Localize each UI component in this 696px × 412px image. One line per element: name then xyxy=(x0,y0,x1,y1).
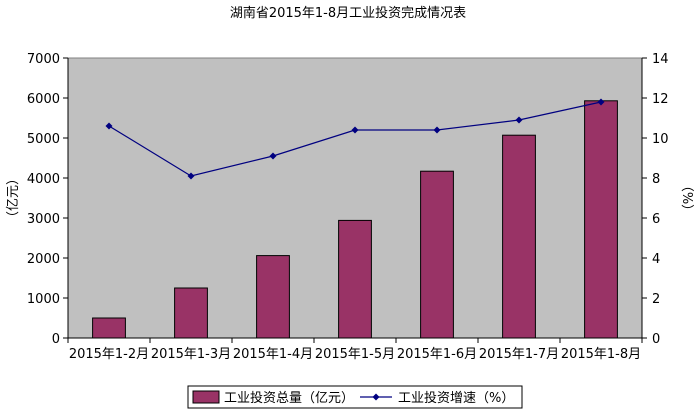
y2-tick-label-1: 2 xyxy=(652,292,660,307)
x-tick-label-3: 2015年1-5月 xyxy=(315,347,395,362)
legend: 工业投资总量（亿元） 工业投资增速（%） xyxy=(187,385,523,409)
y-tick-label-2: 2000 xyxy=(27,252,60,267)
y-tick-label-3: 3000 xyxy=(27,212,60,227)
legend-line-marker xyxy=(372,393,380,401)
chart-title: 湖南省2015年1-8月工业投资完成情况表 xyxy=(230,5,466,21)
x-tick-label-2: 2015年1-4月 xyxy=(233,347,313,362)
y-tick-label-0: 0 xyxy=(52,332,60,347)
bar-4 xyxy=(420,170,454,339)
line-point-4 xyxy=(433,126,441,134)
y2-tick-label-0: 0 xyxy=(652,332,660,347)
line-point-2 xyxy=(269,152,277,160)
y-tick-label-6: 6000 xyxy=(27,92,60,107)
bar-0 xyxy=(92,317,126,339)
y2-tick-label-4: 8 xyxy=(652,172,660,187)
bar-2 xyxy=(256,255,290,339)
legend-line-label: 工业投资增速（%） xyxy=(398,390,514,406)
bar-5 xyxy=(502,134,536,339)
y2-tick-label-7: 14 xyxy=(652,52,669,67)
bar-6 xyxy=(584,100,618,339)
y2-axis-title: （%） xyxy=(679,179,694,217)
legend-box xyxy=(187,385,523,409)
y-tick-label-5: 5000 xyxy=(27,132,60,147)
y-tick-label-4: 4000 xyxy=(27,172,60,187)
y-tick-label-7: 7000 xyxy=(27,52,60,67)
bar-3 xyxy=(338,219,372,339)
line-point-1 xyxy=(187,172,195,180)
y2-tick-label-6: 12 xyxy=(652,92,669,107)
y2-tick-label-3: 6 xyxy=(652,212,660,227)
legend-bar-label: 工业投资总量（亿元） xyxy=(224,390,354,406)
y2-tick-label-5: 10 xyxy=(652,132,669,147)
x-tick-label-0: 2015年1-2月 xyxy=(69,347,149,362)
x-tick-label-1: 2015年1-3月 xyxy=(151,347,231,362)
x-tick-label-6: 2015年1-8月 xyxy=(561,347,641,362)
y2-tick-label-2: 4 xyxy=(652,252,660,267)
x-tick-label-4: 2015年1-6月 xyxy=(397,347,477,362)
bar-1 xyxy=(174,287,208,339)
legend-bar-swatch xyxy=(192,390,220,404)
line-point-5 xyxy=(515,116,523,124)
line-point-6 xyxy=(597,98,605,106)
y-tick-label-1: 1000 xyxy=(27,292,60,307)
y-axis-title: （亿元） xyxy=(6,172,21,224)
x-tick-label-5: 2015年1-7月 xyxy=(479,347,559,362)
line-point-3 xyxy=(351,126,359,134)
line-point-0 xyxy=(105,122,113,130)
